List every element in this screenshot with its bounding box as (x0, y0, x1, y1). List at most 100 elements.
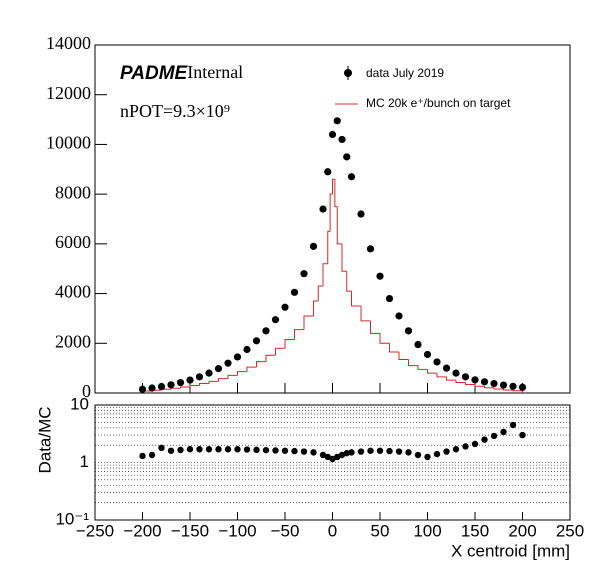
data-point (300, 270, 308, 278)
y-tick-label: 8000 (55, 182, 91, 202)
data-point (281, 303, 289, 311)
mc-bin (332, 178, 335, 195)
mc-bin (327, 230, 331, 264)
mc-bin (408, 359, 418, 367)
data-point (195, 373, 204, 381)
mc-bin (189, 385, 200, 388)
y-tick-label: 12000 (46, 83, 91, 103)
ratio-point (253, 446, 260, 454)
data-point (328, 130, 337, 139)
data-point (480, 378, 489, 386)
ratio-point (148, 451, 156, 459)
ratio-point (348, 449, 355, 456)
data-point (333, 117, 341, 125)
data-point (499, 381, 508, 389)
ratio-point (481, 436, 488, 443)
data-point (338, 135, 346, 144)
data-point (324, 168, 332, 176)
ratio-point (310, 449, 317, 456)
ratio-point (272, 447, 279, 454)
data-point (290, 288, 299, 296)
x-tick-label: 250 (556, 521, 584, 540)
mc-bin (246, 366, 257, 372)
mc-bin (265, 354, 276, 362)
mc-bin (503, 389, 513, 391)
data-point (518, 383, 527, 391)
mc-bin (317, 285, 323, 302)
data-point (414, 340, 422, 349)
legend-label: data July 2019 (366, 66, 444, 80)
ratio-point (395, 448, 403, 455)
brand-name: PADME (120, 63, 189, 84)
data-point (252, 337, 261, 345)
data-point (376, 272, 384, 280)
mc-bin (336, 206, 342, 245)
data-point (490, 379, 498, 388)
x-axis-label: X centroid [mm] (451, 541, 570, 560)
mc-bin (275, 347, 285, 356)
mc-bin (322, 263, 328, 287)
ratio-point (405, 449, 412, 456)
legend-label: MC 20k e⁺/bunch on target (366, 96, 511, 110)
data-point (271, 316, 280, 324)
ratio-point (452, 446, 460, 453)
x-tick-label: 100 (413, 521, 441, 540)
data-point (343, 153, 351, 161)
y-axis-label: Data/MC (35, 406, 54, 473)
mc-bin (379, 333, 390, 344)
mc-bin (512, 390, 523, 393)
y-tick-label: 1 (80, 452, 89, 471)
data-point (509, 382, 517, 390)
y-tick-label: 4000 (55, 282, 91, 302)
data-point (423, 350, 432, 359)
data-point (233, 353, 242, 361)
data-point (186, 376, 194, 384)
mc-bin (341, 243, 347, 272)
ratio-point (158, 444, 165, 452)
x-tick-label: 0 (328, 521, 337, 540)
data-point (243, 345, 251, 354)
ratio-point (234, 446, 241, 453)
x-tick-label: −150 (171, 521, 209, 540)
y-tick-label: 14000 (46, 33, 91, 53)
npot-note: nPOT=9.3×10⁹ (120, 101, 230, 121)
ratio-point (243, 446, 251, 453)
ratio-point (443, 448, 450, 455)
x-tick-label: 50 (371, 521, 390, 540)
mc-bin (199, 383, 209, 386)
ratio-point (462, 443, 469, 450)
data-point (205, 369, 213, 377)
data-point (347, 173, 356, 181)
data-point (262, 327, 270, 335)
ratio-point (414, 451, 422, 459)
x-tick-label: −250 (76, 521, 114, 540)
y-tick-label: 10000 (46, 133, 91, 153)
data-point (404, 327, 413, 335)
data-point (224, 359, 232, 367)
x-tick-label: −50 (271, 521, 300, 540)
mc-bin (360, 306, 371, 322)
y-tick-label: 10⁻¹ (55, 509, 89, 528)
data-point (385, 294, 394, 303)
data-point (442, 364, 451, 372)
mc-bin (346, 271, 352, 292)
ratio-point (500, 428, 507, 436)
mc-bin (227, 374, 238, 379)
data-point (157, 382, 166, 391)
ratio-point (433, 450, 441, 458)
mc-bin (237, 371, 247, 376)
ratio-point (509, 421, 517, 429)
mc-bin (484, 386, 494, 389)
mc-bin (398, 351, 409, 360)
x-tick-label: 200 (508, 521, 536, 540)
ratio-point (224, 446, 232, 453)
data-point (366, 245, 375, 253)
x-tick-label: −200 (123, 521, 161, 540)
ratio-point (215, 446, 222, 453)
mc-bin (313, 300, 319, 316)
data-point (176, 378, 185, 387)
mc-bin (370, 320, 380, 334)
ratio-point (490, 432, 498, 440)
ratio-point (300, 448, 308, 455)
